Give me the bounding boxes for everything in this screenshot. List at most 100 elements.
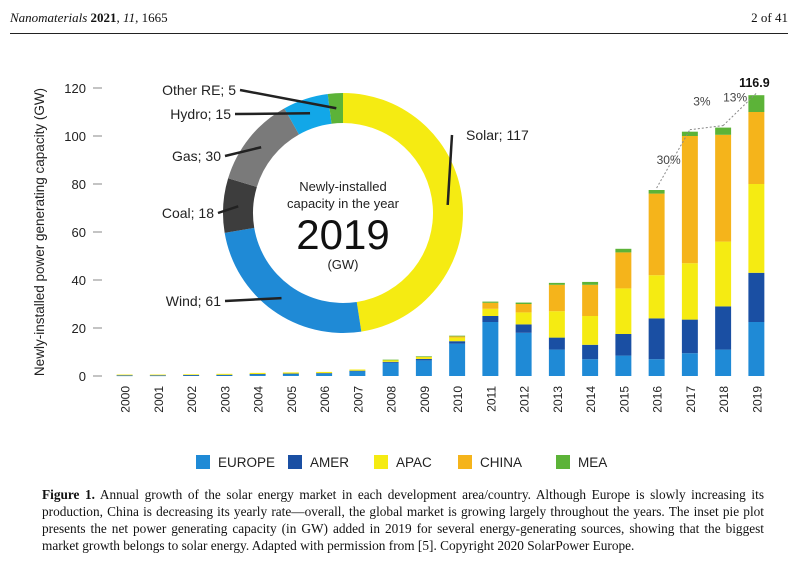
bar-segment bbox=[415, 356, 432, 357]
bar-segment bbox=[548, 337, 565, 350]
bar-segment bbox=[548, 284, 565, 312]
x-tick-label: 2007 bbox=[351, 386, 365, 413]
donut-slice bbox=[343, 93, 464, 332]
trend-connector bbox=[656, 129, 691, 189]
growth-annotation: 13% bbox=[723, 91, 747, 105]
slice-label: Gas; 30 bbox=[172, 148, 221, 164]
legend-label: APAC bbox=[396, 455, 432, 470]
bar-segment bbox=[582, 284, 599, 316]
bar-segment bbox=[249, 372, 266, 375]
slice-leader-line bbox=[446, 134, 454, 206]
y-tick-label: 120 bbox=[64, 81, 86, 96]
chart-legend: EUROPE AMER APAC CHINA MEA bbox=[196, 455, 607, 470]
bar-segment bbox=[449, 343, 466, 376]
journal-volume: 11 bbox=[123, 10, 136, 25]
y-tick-label: 80 bbox=[72, 177, 86, 192]
bar-segment bbox=[548, 349, 565, 376]
bar-segment bbox=[748, 322, 765, 376]
bar-segment bbox=[715, 349, 732, 376]
bar-segment bbox=[615, 355, 632, 376]
bar-segment bbox=[515, 312, 532, 325]
x-tick-label: 2013 bbox=[551, 386, 565, 413]
x-tick-label: 2009 bbox=[418, 386, 432, 413]
journal-citation: Nanomaterials 2021, 11, 1665 bbox=[10, 10, 168, 25]
bar-segment bbox=[548, 282, 565, 285]
bar-segment bbox=[216, 373, 233, 375]
trend-connector bbox=[689, 125, 724, 131]
bar-segment bbox=[249, 374, 266, 376]
bar-segment bbox=[482, 308, 499, 316]
bar-segment bbox=[116, 374, 133, 376]
bar-segment bbox=[449, 337, 466, 342]
bar-segment bbox=[282, 373, 299, 376]
bar-segment bbox=[748, 272, 765, 322]
x-tick-label: 2011 bbox=[484, 386, 498, 412]
donut-chart: Solar; 117 Wind; 61 Coal; 18 Gas; 30 Hydro; … bbox=[162, 82, 529, 334]
bar-segment bbox=[415, 360, 432, 376]
bar-segment bbox=[648, 359, 665, 376]
bar-segment bbox=[415, 357, 432, 359]
slice-label: Wind; 61 bbox=[166, 293, 221, 309]
x-tick-label: 2016 bbox=[651, 386, 665, 413]
x-tick-label: 2018 bbox=[717, 386, 731, 413]
bar-chart: 0 20 40 60 80 100 120 Newly-installed power gen… bbox=[32, 76, 770, 413]
bar-segment bbox=[515, 304, 532, 313]
bar-segment bbox=[149, 374, 166, 376]
bar-segment bbox=[216, 375, 233, 376]
bar-segment bbox=[748, 112, 765, 184]
bar-segment bbox=[249, 374, 266, 375]
y-tick-label: 60 bbox=[72, 225, 86, 240]
bar-segment bbox=[681, 136, 698, 264]
bar-segment bbox=[482, 322, 499, 376]
slice-label: Hydro; 15 bbox=[170, 106, 231, 122]
bar-segment bbox=[748, 95, 765, 112]
bar-segment bbox=[681, 353, 698, 376]
bar-segment bbox=[715, 241, 732, 307]
bar-segment bbox=[449, 336, 466, 338]
x-tick-label: 2005 bbox=[285, 386, 299, 413]
bar-segment bbox=[282, 372, 299, 374]
caption-label: Figure 1. bbox=[42, 487, 95, 502]
donut-slice bbox=[224, 227, 362, 334]
legend-label: AMER bbox=[310, 455, 349, 470]
bar-segment bbox=[316, 373, 333, 376]
bar-segment bbox=[183, 375, 200, 376]
bar-segment bbox=[482, 316, 499, 322]
x-tick-label: 2004 bbox=[252, 386, 266, 413]
bar-segment bbox=[515, 332, 532, 376]
bar-segment bbox=[681, 319, 698, 354]
bar-segment bbox=[382, 359, 399, 361]
x-tick-label: 2017 bbox=[684, 386, 698, 413]
legend-label: CHINA bbox=[480, 455, 522, 470]
legend-swatch bbox=[288, 455, 302, 469]
bar-segment bbox=[681, 263, 698, 320]
bar-segment bbox=[648, 275, 665, 319]
legend-swatch bbox=[374, 455, 388, 469]
bar-segment bbox=[382, 359, 399, 362]
bar-segment bbox=[582, 316, 599, 345]
bar-segment bbox=[582, 281, 599, 285]
donut-center-line-1: Newly-installed bbox=[299, 179, 386, 194]
bar-segment bbox=[615, 288, 632, 334]
slice-label: Coal; 18 bbox=[162, 205, 214, 221]
x-tick-label: 2019 bbox=[750, 386, 764, 413]
bar-segment bbox=[515, 302, 532, 304]
donut-center-line-2: capacity in the year bbox=[287, 196, 400, 211]
article-number: 1665 bbox=[141, 10, 168, 25]
bar-segment bbox=[615, 334, 632, 356]
journal-name: Nanomaterials bbox=[10, 10, 88, 25]
caption-text: Annual growth of the solar energy market… bbox=[42, 487, 764, 553]
bar-segment bbox=[582, 344, 599, 360]
x-tick-label: 2014 bbox=[584, 386, 598, 413]
bar-segment bbox=[349, 370, 366, 372]
donut-center-unit: (GW) bbox=[327, 257, 358, 272]
bar-segment bbox=[681, 131, 698, 136]
bar-segment bbox=[116, 375, 133, 376]
page-number: 2 of 41 bbox=[751, 10, 788, 25]
legend-swatch bbox=[556, 455, 570, 469]
bar-segment bbox=[715, 134, 732, 242]
bar-segment bbox=[216, 374, 233, 376]
bar-segment bbox=[515, 324, 532, 333]
legend-label: MEA bbox=[578, 455, 607, 470]
bar-segment bbox=[482, 301, 499, 303]
